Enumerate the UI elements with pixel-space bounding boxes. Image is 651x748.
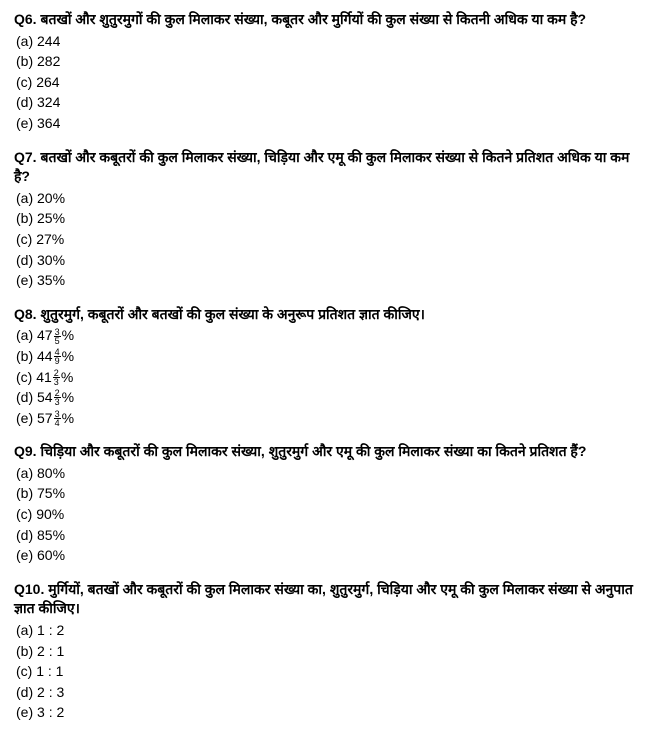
option-b: (b) 282: [16, 52, 637, 72]
question-body: चिड़िया और कबूतरों की कुल मिलाकर संख्या,…: [40, 443, 586, 459]
question-text: Q10. मुर्गियों, बतखों और कबूतरों की कुल …: [14, 580, 637, 619]
option-e: (e) 35%: [16, 271, 637, 291]
option-c: (c) 1 : 1: [16, 662, 637, 682]
option-a: (a) 80%: [16, 464, 637, 484]
option-c: (c) 264: [16, 73, 637, 93]
option-a: (a) 244: [16, 32, 637, 52]
option-d: (d) 5423%: [16, 388, 637, 408]
question-number: Q10.: [14, 581, 44, 597]
question-body: शुतुरमुर्ग, कबूतरों और बतखों की कुल संख्…: [40, 306, 425, 322]
option-a: (a) 1 : 2: [16, 621, 637, 641]
option-e: (e) 60%: [16, 546, 637, 566]
options: (a) 1 : 2 (b) 2 : 1 (c) 1 : 1 (d) 2 : 3 …: [16, 621, 637, 723]
option-e: (e) 3 : 2: [16, 703, 637, 723]
question-8: Q8. शुतुरमुर्ग, कबूतरों और बतखों की कुल …: [14, 305, 637, 429]
option-a: (a) 20%: [16, 189, 637, 209]
options: (a) 80% (b) 75% (c) 90% (d) 85% (e) 60%: [16, 464, 637, 566]
option-c: (c) 4123%: [16, 368, 637, 388]
option-b: (b) 2 : 1: [16, 642, 637, 662]
option-b: (b) 4449%: [16, 347, 637, 367]
question-number: Q8.: [14, 306, 37, 322]
question-7: Q7. बतखों और कबूतरों की कुल मिलाकर संख्य…: [14, 148, 637, 291]
option-a: (a) 4735%: [16, 326, 637, 346]
question-number: Q7.: [14, 149, 37, 165]
options: (a) 244 (b) 282 (c) 264 (d) 324 (e) 364: [16, 32, 637, 134]
option-d: (d) 30%: [16, 251, 637, 271]
question-6: Q6. बतखों और शुतुरमुगों की कुल मिलाकर सं…: [14, 10, 637, 134]
option-d: (d) 324: [16, 93, 637, 113]
question-text: Q8. शुतुरमुर्ग, कबूतरों और बतखों की कुल …: [14, 305, 637, 325]
question-9: Q9. चिड़िया और कबूतरों की कुल मिलाकर संख…: [14, 442, 637, 566]
option-d: (d) 85%: [16, 526, 637, 546]
options: (a) 4735% (b) 4449% (c) 4123% (d) 5423% …: [16, 326, 637, 428]
question-text: Q7. बतखों और कबूतरों की कुल मिलाकर संख्य…: [14, 148, 637, 187]
question-text: Q6. बतखों और शुतुरमुगों की कुल मिलाकर सं…: [14, 10, 637, 30]
option-b: (b) 25%: [16, 209, 637, 229]
option-e: (e) 5734%: [16, 409, 637, 429]
option-b: (b) 75%: [16, 484, 637, 504]
question-body: मुर्गियों, बतखों और कबूतरों की कुल मिलाक…: [14, 581, 633, 617]
option-c: (c) 90%: [16, 505, 637, 525]
question-number: Q9.: [14, 443, 37, 459]
question-body: बतखों और कबूतरों की कुल मिलाकर संख्या, च…: [14, 149, 629, 185]
question-body: बतखों और शुतुरमुगों की कुल मिलाकर संख्या…: [40, 11, 586, 27]
options: (a) 20% (b) 25% (c) 27% (d) 30% (e) 35%: [16, 189, 637, 291]
option-e: (e) 364: [16, 114, 637, 134]
option-c: (c) 27%: [16, 230, 637, 250]
question-text: Q9. चिड़िया और कबूतरों की कुल मिलाकर संख…: [14, 442, 637, 462]
option-d: (d) 2 : 3: [16, 683, 637, 703]
question-number: Q6.: [14, 11, 37, 27]
question-10: Q10. मुर्गियों, बतखों और कबूतरों की कुल …: [14, 580, 637, 723]
